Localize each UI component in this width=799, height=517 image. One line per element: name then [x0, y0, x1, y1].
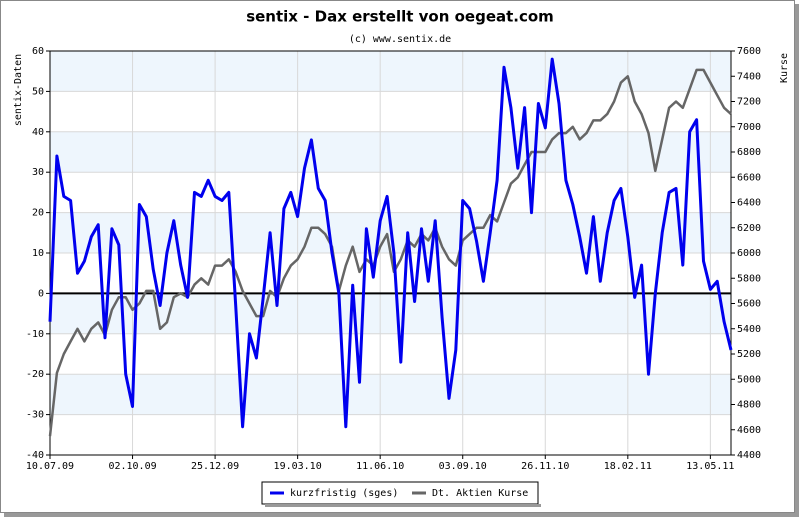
x-tick-label: 26.11.10 — [521, 461, 569, 472]
plot-border — [49, 50, 732, 456]
x-tick-label: 19.03.10 — [274, 461, 322, 472]
y2-tick-label: 5200 — [737, 349, 761, 360]
y-tick-label: 0 — [38, 288, 44, 299]
chart-subtitle: (c) www.sentix.de — [349, 34, 451, 45]
legend-shadow — [265, 504, 541, 507]
x-tick-label: 18.02.11 — [604, 461, 652, 472]
x-tick-label: 13.05.11 — [686, 461, 734, 472]
y2-tick-label: 6000 — [737, 248, 761, 259]
y2-tick-label: 5800 — [737, 273, 761, 284]
y2-tick-label: 5600 — [737, 299, 761, 310]
x-tick-label: 11.06.10 — [356, 461, 404, 472]
y2-tick-label: 6200 — [737, 223, 761, 234]
y-tick-label: 10 — [32, 248, 44, 259]
grid-band — [50, 131, 731, 173]
y-tick-label: -30 — [26, 410, 44, 421]
x-tick-label: 02.10.09 — [108, 461, 156, 472]
legend: kurzfristig (sges) Dt. Aktien Kurse — [261, 481, 541, 507]
y2-tick-label: 5000 — [737, 374, 761, 385]
frame-shadow — [795, 4, 799, 517]
y2-tick-label: 6400 — [737, 198, 761, 209]
y2-tick-label: 6800 — [737, 147, 761, 158]
grid-band — [50, 293, 731, 334]
y-tick-label: -20 — [26, 369, 44, 380]
y2-tick-label: 4400 — [737, 450, 761, 461]
grid-band — [50, 374, 731, 415]
y2-tick-label: 6600 — [737, 172, 761, 183]
y-tick-label: 20 — [32, 208, 44, 219]
y-tick-label: 50 — [32, 86, 44, 97]
y-tick-label: 40 — [32, 127, 44, 138]
y2-tick-label: 7400 — [737, 71, 761, 82]
y2-tick-label: 4800 — [737, 400, 761, 411]
y-tick-label: 30 — [32, 167, 44, 178]
y2-tick-label: 7200 — [737, 97, 761, 108]
legend-label: kurzfristig (sges) — [290, 488, 398, 499]
y-axis-label: sentix-Daten — [13, 54, 24, 126]
y-tick-label: 60 — [32, 46, 44, 57]
frame-shadow — [4, 513, 799, 517]
grid-band — [50, 51, 731, 92]
x-tick-label: 10.07.09 — [26, 461, 74, 472]
y2-tick-label: 7000 — [737, 122, 761, 133]
legend-label: Dt. Aktien Kurse — [432, 488, 528, 499]
chart-title: sentix - Dax erstellt von oegeat.com — [246, 8, 554, 26]
y2-tick-label: 5400 — [737, 324, 761, 335]
y2-tick-label: 7600 — [737, 46, 761, 57]
x-tick-label: 03.09.10 — [439, 461, 487, 472]
data-line — [48, 68, 732, 437]
x-tick-label: 25.12.09 — [191, 461, 239, 472]
y-tick-label: -10 — [26, 329, 44, 340]
data-line — [48, 57, 733, 429]
y2-axis-label: Kurse — [779, 53, 790, 83]
y2-tick-label: 4600 — [737, 425, 761, 436]
y-tick-label: -40 — [26, 450, 44, 461]
